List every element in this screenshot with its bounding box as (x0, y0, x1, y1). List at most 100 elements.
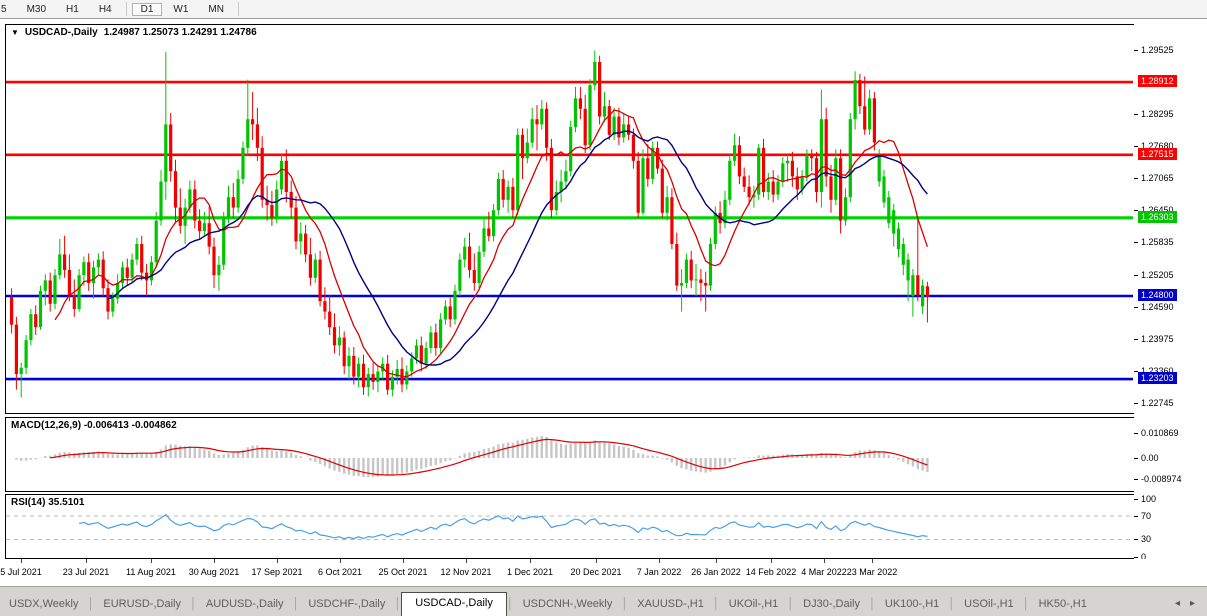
tab-usoil-h1[interactable]: USOil-,H1 (964, 598, 1014, 610)
axis-tick (1134, 402, 1138, 404)
axis-tick (1134, 274, 1138, 276)
axis-tick (1134, 433, 1138, 434)
tab-audusd-daily[interactable]: AUDUSD-,Daily (205, 598, 284, 610)
rsi-value: 35.5101 (48, 497, 85, 508)
date-label: 25 Oct 2021 (378, 567, 428, 577)
chevron-down-icon[interactable]: ▼ (11, 28, 19, 37)
date-tick (466, 559, 467, 563)
tab-uk100-h1[interactable]: UK100-,H1 (884, 598, 940, 610)
axis-tick (1134, 539, 1138, 541)
axis-tick (1134, 178, 1138, 180)
axis-tick (1134, 498, 1138, 500)
rsi-axis-label: 100 (1141, 493, 1157, 504)
price-chart-pane[interactable]: ▼ USDCAD-,Daily 1.24987 1.25073 1.24291 … (5, 24, 1136, 414)
symbol-tab-bar: USDX,Weekly │ EURUSD-,Daily │ AUDUSD-,Daily │… (0, 586, 1207, 616)
price-level-badge: 1.28912 (1138, 75, 1177, 88)
tab-hk50-h1[interactable]: HK50-,H1 (1038, 598, 1087, 610)
tab-usdchf-daily[interactable]: USDCHF-,Daily (308, 598, 386, 610)
timeframe-button-w1[interactable]: W1 (173, 3, 189, 15)
ma-slow-line (107, 130, 928, 366)
tab-scroll-left-icon[interactable]: ◂ (1174, 598, 1180, 609)
tab-ukoil-h1[interactable]: UKOil-,H1 (728, 598, 779, 610)
timeframe-button-5[interactable]: 5 (1, 3, 7, 15)
timeframe-button-h1[interactable]: H1 (66, 3, 79, 15)
date-label: 1 Dec 2021 (506, 567, 554, 577)
date-tick (340, 559, 341, 563)
date-tick (403, 559, 404, 563)
date-tick (277, 559, 278, 563)
macd-values: -0.006413 -0.004862 (83, 420, 177, 431)
tab-xauusd-h1[interactable]: XAUUSD-,H1 (637, 598, 704, 610)
price-axis-label: 1.24590 (1141, 301, 1174, 312)
tab-separator: │ (787, 598, 795, 610)
price-axis-label: 1.25205 (1141, 269, 1174, 280)
date-tick (716, 559, 717, 563)
date-tick (86, 559, 87, 563)
date-tick (596, 559, 597, 563)
date-label: 5 Jul 2021 (0, 567, 42, 577)
timeframe-button-d1[interactable]: D1 (131, 2, 163, 16)
price-level-badge: 1.26303 (1138, 210, 1177, 223)
rsi-axis-label: 70 (1141, 511, 1152, 522)
date-label: 23 Mar 2022 (846, 567, 898, 577)
tab-usdcnh-weekly[interactable]: USDCNH-,Weekly (522, 598, 613, 610)
macd-pane[interactable]: MACD(12,26,9) -0.006413 -0.004862 (5, 417, 1136, 492)
ma-fast-line (54, 109, 929, 378)
price-axis-label: 1.23975 (1141, 333, 1174, 344)
timeframe-button-mn[interactable]: MN (208, 3, 224, 15)
axis-tick (1134, 210, 1138, 212)
price-axis-label: 1.28295 (1141, 109, 1174, 120)
tab-scroll-right-icon[interactable]: ▸ (1189, 598, 1195, 609)
date-tick (151, 559, 152, 563)
tab-dj30-daily[interactable]: DJ30-,Daily (803, 598, 860, 610)
date-tick (21, 559, 22, 563)
tab-separator: │ (869, 598, 876, 610)
date-label: 30 Aug 2021 (188, 567, 240, 577)
timeframe-button-m30[interactable]: M30 (26, 3, 47, 15)
price-axis-label: 1.26450 (1141, 205, 1174, 215)
axis-tick (1134, 458, 1138, 459)
date-tick (771, 559, 772, 563)
axis-tick (1134, 370, 1138, 372)
rsi-pane[interactable]: RSI(14) 35.5101 (5, 494, 1136, 559)
date-axis[interactable]: 5 Jul 2021 23 Jul 2021 11 Aug 2021 30 Aug 2… (0, 559, 1207, 586)
price-level-badge: 1.27515 (1138, 147, 1177, 160)
date-label: 6 Oct 2021 (317, 567, 363, 577)
date-label: 17 Sep 2021 (251, 567, 303, 577)
tab-eurusd-daily[interactable]: EURUSD-,Daily (103, 598, 181, 610)
rsi-axis-label: 0 (1141, 552, 1147, 562)
axis-tick (1134, 516, 1138, 518)
price-level-badge: 1.24800 (1138, 289, 1177, 302)
tab-usdcad-daily[interactable]: USDCAD-,Daily (401, 592, 507, 616)
candlestick-chart[interactable] (6, 25, 1133, 411)
chart-title: ▼ USDCAD-,Daily 1.24987 1.25073 1.24291 … (11, 27, 257, 38)
tab-separator: │ (87, 598, 95, 610)
tab-separator: │ (394, 598, 402, 610)
date-tick (214, 559, 215, 563)
date-label: 4 Mar 2022 (801, 567, 847, 577)
date-label: 26 Jan 2022 (691, 567, 741, 577)
date-tick (530, 559, 531, 563)
price-axis-label: 1.27680 (1141, 141, 1174, 152)
axis-tick (1134, 557, 1138, 558)
timeframe-button-h4[interactable]: H4 (98, 3, 112, 15)
price-axis[interactable]: 1.29525 1.28295 1.27680 1.27065 1.26450 1.258… (1134, 19, 1207, 562)
axis-tick (1134, 242, 1138, 244)
tab-usdx-weekly[interactable]: USDX,Weekly (9, 598, 79, 610)
macd-label: MACD(12,26,9) -0.006413 -0.004862 (11, 420, 177, 431)
date-label: 20 Dec 2021 (570, 567, 622, 577)
axis-tick (1134, 114, 1138, 116)
price-axis-label: 1.27065 (1141, 173, 1174, 184)
date-label: 14 Feb 2022 (745, 567, 797, 577)
macd-histogram (15, 436, 929, 478)
axis-tick (1134, 338, 1138, 340)
rsi-line-chart (6, 513, 1132, 540)
chart-symbol-period: USDCAD-,Daily (24, 27, 98, 38)
date-tick (872, 559, 873, 563)
date-tick (824, 559, 825, 563)
tab-separator: │ (506, 598, 514, 610)
tab-separator: │ (948, 598, 956, 610)
tab-separator: │ (621, 598, 629, 610)
tab-separator: │ (189, 598, 197, 610)
price-axis-label: 1.22745 (1141, 397, 1174, 408)
